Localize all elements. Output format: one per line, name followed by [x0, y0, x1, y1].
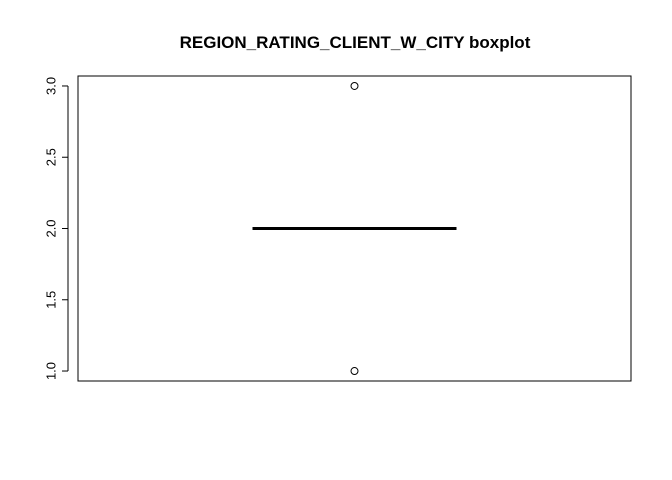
- outliers-group: [350, 81, 359, 376]
- y-tick-label: 3.0: [43, 77, 58, 95]
- y-axis-ticks: 1.0 1.5 2.0 2.5 3.0: [43, 77, 68, 380]
- chart-title: REGION_RATING_CLIENT_W_CITY boxplot: [180, 33, 531, 52]
- plot-frame: [77, 75, 632, 382]
- y-tick-label: 2.0: [43, 219, 58, 237]
- y-tick-label: 1.5: [43, 291, 58, 309]
- y-tick-label: 1.0: [43, 362, 58, 380]
- outlier-point: [350, 81, 359, 90]
- y-tick-label: 2.5: [43, 148, 58, 166]
- outlier-point: [350, 367, 359, 376]
